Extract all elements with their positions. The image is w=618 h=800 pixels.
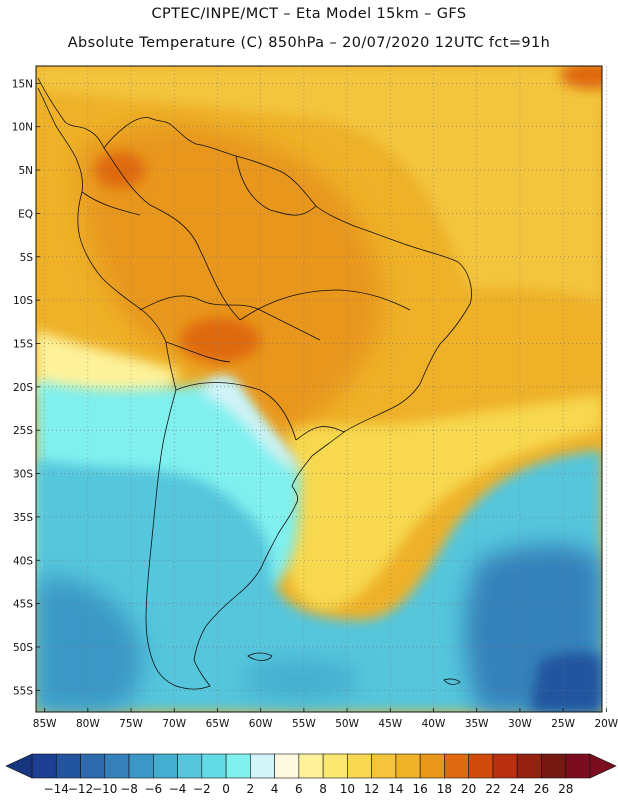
colorbar-label: 22 [485,782,500,796]
temperature-field [36,66,602,712]
lon-label: 25W [551,718,575,730]
colorbar-label: −2 [193,782,211,796]
colorbar-swatch [31,753,57,779]
lat-label: 40S [13,555,33,567]
lat-label: 35S [13,512,33,524]
map-title-line-2: Absolute Temperature (C) 850hPa – 20/07/… [67,35,551,51]
colorbar-label: 28 [558,782,573,796]
colorbar-swatch [395,753,421,779]
map-title-line-1: CPTEC/INPE/MCT – Eta Model 15km – GFS [151,6,467,22]
colorbar-swatch [177,753,203,779]
lat-label: 20S [13,382,33,394]
map-frame [35,65,603,713]
lon-label: 60W [249,718,273,730]
colorbar-swatch [104,753,130,779]
colorbar-label: 18 [437,782,452,796]
colorbar-swatch [516,753,542,779]
lat-label: 15N [12,78,33,90]
colorbar-swatch [128,753,154,779]
lat-label: 10N [12,122,33,134]
lon-label: 75W [119,718,143,730]
colorbar-label: 4 [271,782,279,796]
colorbar-label: −8 [120,782,138,796]
colorbar-swatch [419,753,445,779]
colorbar-swatch [298,753,324,779]
lat-label: EQ [18,208,33,220]
island-outlines [247,652,461,685]
colorbar-swatch [444,753,469,779]
colorbar-swatch [250,753,275,779]
colorbar-label: 6 [295,782,303,796]
colorbar-label: −10 [92,782,117,796]
colorbar-label: −14 [44,782,69,796]
colorbar-swatch [274,753,300,779]
colorbar-label: 8 [319,782,327,796]
lat-label: 50S [13,642,33,654]
colorbar-swatch [80,753,106,779]
colorbar-label: 16 [413,782,428,796]
lon-label: 85W [33,718,57,730]
colorbar-extend-high [589,753,617,779]
colorbar-swatch [371,753,397,779]
lon-label: 35W [465,718,489,730]
colorbar-label: 10 [340,782,355,796]
lat-label: 5S [20,252,34,264]
lon-label: 80W [76,718,100,730]
colorbar [5,753,617,779]
colorbar-swatch [201,753,227,779]
colorbar-label: −6 [144,782,162,796]
lon-label: 45W [378,718,402,730]
colorbar-swatch [347,753,372,779]
lon-label: 70W [162,718,186,730]
colorbar-label: −4 [169,782,187,796]
lat-label: 30S [13,469,33,481]
colorbar-label: 2 [247,782,255,796]
colorbar-swatch [565,753,591,779]
lat-label: 15S [13,338,33,350]
lon-label: 55W [292,718,316,730]
colorbar-swatch [468,753,494,779]
colorbar-swatch [322,753,348,779]
lat-label: 45S [13,599,33,611]
longitude-labels: 85W 80W 75W 70W 65W 60W 55W 50W 45W 40W 35W 30W 25W 2… [33,708,618,730]
lon-label: 50W [335,718,359,730]
lon-label: 65W [206,718,230,730]
lat-label: 55S [13,685,33,697]
colorbar-label: 26 [534,782,549,796]
lon-label: 40W [422,718,446,730]
colorbar-swatch [492,753,518,779]
colorbar-extend-low [5,753,33,779]
colorbar-label: 12 [364,782,379,796]
colorbar-swatch [55,753,81,779]
colorbar-labels: −14−12−10 −8 −6 −4 −2 0 2 4 6 8 10 12 14 16 18 20 22 24 26… [44,782,574,796]
colorbar-swatch [541,753,567,779]
colorbar-label: 14 [388,782,403,796]
colorbar-label: 0 [222,782,230,796]
lon-label: 30W [508,718,532,730]
colorbar-label: 20 [461,782,476,796]
latitude-labels: 15N 10N 5N EQ 5S 10S 15S 20S 25S 30S 35S 40S 45S 50S 5… [12,78,40,697]
lat-label: 25S [13,425,33,437]
colorbar-label: 24 [510,782,525,796]
lon-label: 20W [594,718,618,730]
colorbar-label: −12 [68,782,93,796]
colorbar-swatch [153,753,178,779]
lat-label: 5N [18,165,33,177]
colorbar-swatch [225,753,251,779]
lat-label: 10S [13,295,33,307]
south-america-outline [37,77,472,690]
